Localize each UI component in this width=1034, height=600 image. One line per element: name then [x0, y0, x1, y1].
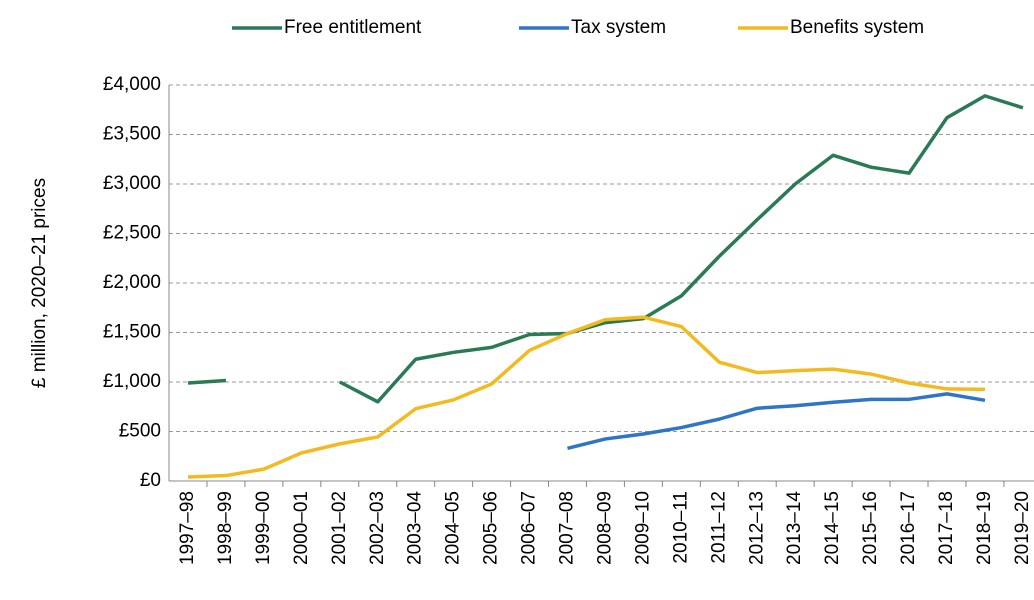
y-tick-label: £500 — [119, 421, 161, 442]
x-tick-label: 2019–20 — [1012, 491, 1033, 565]
x-tick-label: 2011–12 — [708, 491, 729, 564]
x-tick-label: 2005–06 — [481, 491, 502, 565]
legend-label: Free entitlement — [284, 17, 422, 38]
x-tick-label: 2008–09 — [594, 491, 615, 565]
series-line — [567, 392, 986, 451]
x-tick-label: 2007–08 — [557, 491, 578, 565]
x-tick-label: 2000–01 — [291, 491, 312, 565]
x-tick-label: 2004–05 — [443, 491, 464, 565]
x-tick-label: 2006–07 — [519, 491, 540, 565]
y-tick-label: £2,500 — [103, 223, 161, 244]
x-tick-label: 2015–16 — [860, 491, 881, 565]
x-tick-label: 2016–17 — [898, 491, 919, 565]
x-tick-label: 2013–14 — [784, 491, 805, 565]
y-axis-label: £ million, 2020–21 prices — [29, 178, 50, 388]
x-tick-label: 1997–98 — [177, 491, 198, 565]
y-tick-label: £4,000 — [103, 74, 161, 95]
series-line — [338, 94, 1024, 404]
legend-label: Benefits system — [790, 17, 924, 38]
y-tick-label: £3,000 — [103, 173, 161, 194]
x-tick-label: 2002–03 — [367, 491, 388, 565]
series-line — [187, 378, 227, 385]
x-tick-label: 2017–18 — [936, 491, 957, 565]
legend-label: Tax system — [571, 17, 666, 38]
y-tick-label: £2,000 — [103, 272, 161, 293]
y-tick-label: £1,500 — [103, 322, 161, 343]
x-tick-label: 2018–19 — [974, 491, 995, 565]
x-tick-label: 1998–99 — [215, 491, 236, 565]
y-tick-label: £1,000 — [103, 371, 161, 392]
y-tick-label: £3,500 — [103, 124, 161, 145]
series-line — [187, 315, 985, 479]
x-tick-label: 2014–15 — [822, 491, 843, 565]
x-tick-label: 1999–00 — [253, 491, 274, 565]
x-tick-label: 2003–04 — [405, 491, 426, 565]
y-tick-label: £0 — [140, 470, 161, 491]
x-tick-label: 2009–10 — [632, 491, 653, 565]
x-tick-label: 2012–13 — [746, 491, 767, 565]
x-tick-label: 2001–02 — [329, 491, 350, 565]
x-tick-label: 2010–11 — [670, 491, 691, 564]
